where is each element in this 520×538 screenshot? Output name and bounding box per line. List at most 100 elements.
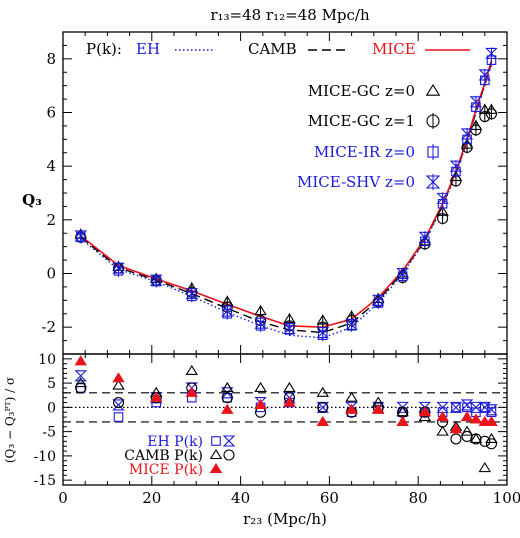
residual-camb-p-k-mice-gc-z-1 [317,401,329,413]
point-mice-shv-z-0 [478,69,492,81]
residual-eh-p-k-mice-shv [460,399,474,411]
curve-camb [80,62,493,334]
lower-y-tick-label: 5 [47,376,56,392]
residual-mice-p-k- [254,398,267,409]
residual-mice-p-k- [449,423,463,434]
residual-mice-p-k- [485,415,498,426]
residual-camb-p-k-mice-gc-z-0 [469,432,483,443]
chart-title: r₁₃=48 r₁₂=48 Mpc/h [210,6,370,24]
residual-eh-p-k-mice-ir [317,402,328,413]
lower-legend-marker [222,435,236,447]
lower-legend-label: MICE P(k) [129,462,203,478]
legend-series-label: MICE-GC z=1 [308,112,415,130]
legend-pk-item: MICE [372,40,416,58]
point-mice-shv-z-0 [396,267,409,280]
lower-legend-marker [209,462,223,474]
point-mice-shv-z-0 [149,274,163,286]
residual-mice-p-k- [469,413,483,424]
residual-camb-p-k-mice-gc-z-1 [112,396,125,409]
x-axis-label: r₂₃ (Mpc/h) [243,510,327,528]
point-mice-shv-z-0 [418,231,432,243]
residual-camb-p-k-mice-gc-z-0 [396,406,409,417]
lower-legend-marker [223,449,235,461]
residual-mice-p-k- [316,415,329,426]
x-tick-label: 20 [142,489,161,507]
point-mice-shv-z-0 [485,47,498,60]
residual-mice-p-k- [460,411,474,422]
residual-eh-p-k-mice-shv [112,399,125,411]
point-mice-gc-z-1 [437,212,449,225]
residual-mice-p-k- [185,386,198,397]
lower-legend-marker [211,436,221,446]
residual-mice-p-k- [150,391,163,402]
legend-marker [427,146,439,158]
point-mice-shv-z-0 [74,230,88,242]
lower-y-tick-label: 0 [47,400,56,416]
legend-pk-item: CAMB [248,40,297,58]
residual-eh-p-k-mice-shv [469,401,483,413]
residual-camb-p-k-mice-gc-z-0 [316,386,329,397]
residual-eh-p-k-mice-ir [75,383,86,393]
residual-mice-p-k- [112,372,125,383]
upper-panel: -2 0 2 4 6 8 P(k): EH CAMB MICE MICE-GC z=0 MICE-G… [22,31,508,355]
residual-camb-p-k-mice-gc-z-0 [185,364,198,376]
residual-camb-p-k-mice-gc-z-0 [436,425,449,436]
residual-eh-p-k-mice-ir [451,402,461,413]
residual-camb-p-k-mice-gc-z-1 [450,433,462,445]
lower-legend-label: EH P(k) [147,434,203,450]
upper-y-tick-label: 8 [46,50,56,68]
point-mice-shv-z-0 [371,294,385,306]
residual-camb-p-k-mice-gc-z-0 [254,381,267,393]
upper-y-tick-label: 4 [46,157,56,175]
residual-camb-p-k-mice-gc-z-0 [283,381,296,393]
residual-camb-p-k-mice-gc-z-0 [460,425,474,436]
upper-y-tick-label: -2 [41,318,56,336]
residual-mice-p-k- [436,411,449,422]
residual-camb-p-k-mice-gc-z-1 [221,392,233,404]
point-mice-shv-z-0 [345,318,358,331]
residual-camb-p-k-mice-gc-z-0 [221,381,234,393]
residual-mice-p-k- [74,355,87,366]
curve-eh [80,63,493,339]
lower-y-label: (Q₃ − Q₃ᴾᵀ) / σ [3,377,17,463]
residual-mice-p-k- [345,403,358,414]
upper-y-label: Q₃ [22,191,42,209]
point-mice-shv-z-0 [283,322,296,335]
residual-camb-p-k-mice-gc-z-0 [112,379,125,390]
legend-marker [425,83,441,96]
residual-mice-p-k- [396,415,409,426]
legend-marker [425,175,441,189]
lower-legend: EH P(k)CAMB P(k)MICE P(k) [124,434,236,478]
residual-camb-p-k-mice-gc-z-0 [345,391,358,402]
point-mice-gc-z-1 [479,110,491,123]
residual-camb-p-k-mice-gc-z-1 [479,435,491,447]
legend-series-label: MICE-SHV z=0 [297,173,415,191]
x-tick-label: 100 [493,489,520,507]
upper-legend: P(k): EH CAMB MICE MICE-GC z=0 MICE-GC z=1 MIC… [86,40,470,191]
upper-y-tick-label: 2 [46,211,56,229]
residual-camb-p-k-mice-gc-z-0 [478,461,492,473]
residual-camb-p-k-mice-gc-z-0 [74,377,87,388]
legend-series-label: MICE-GC z=0 [308,82,415,100]
point-mice-shv-z-0 [449,160,463,172]
residual-eh-p-k-mice-shv [436,401,449,413]
point-mice-shv-z-0 [112,262,125,274]
point-mice-shv-z-0 [220,305,234,317]
lower-y-tick-label: -10 [33,449,56,465]
point-mice-shv-z-0 [469,96,483,108]
residual-mice-p-k- [372,403,385,414]
curve-mice [80,59,493,329]
lower-y-tick-label: -15 [33,473,56,489]
residual-eh-p-k-mice-shv [478,401,492,413]
residual-eh-p-k-mice-ir [113,412,124,422]
upper-y-tick-label: 6 [46,104,56,122]
point-mice-shv-z-0 [460,128,474,140]
residual-mice-p-k- [221,403,234,414]
residual-camb-p-k-mice-gc-z-1 [75,382,87,394]
lower-legend-marker [209,448,223,460]
x-tick-label: 0 [58,489,68,507]
point-mice-shv-z-0 [436,192,449,204]
lower-y-tick-label: 10 [38,352,56,368]
